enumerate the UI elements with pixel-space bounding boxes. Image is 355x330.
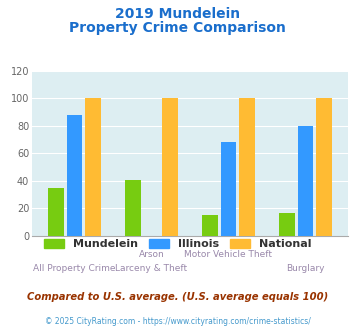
Bar [125,180,141,236]
Bar [279,213,295,236]
Text: All Property Crime: All Property Crime [33,264,116,273]
Text: Larceny & Theft: Larceny & Theft [115,264,187,273]
Bar [221,143,236,236]
Bar [316,98,332,236]
Bar [162,98,178,236]
Text: Burglary: Burglary [286,264,325,273]
Text: Arson: Arson [138,250,164,259]
Bar [202,215,218,236]
Bar [48,188,64,236]
Text: Motor Vehicle Theft: Motor Vehicle Theft [185,250,272,259]
Text: Compared to U.S. average. (U.S. average equals 100): Compared to U.S. average. (U.S. average … [27,292,328,302]
Legend: Mundelein, Illinois, National: Mundelein, Illinois, National [39,234,316,253]
Bar [85,98,100,236]
Text: 2019 Mundelein: 2019 Mundelein [115,7,240,20]
Bar [239,98,255,236]
Bar [67,115,82,236]
Bar [298,126,313,236]
Text: Property Crime Comparison: Property Crime Comparison [69,21,286,35]
Text: © 2025 CityRating.com - https://www.cityrating.com/crime-statistics/: © 2025 CityRating.com - https://www.city… [45,317,310,326]
